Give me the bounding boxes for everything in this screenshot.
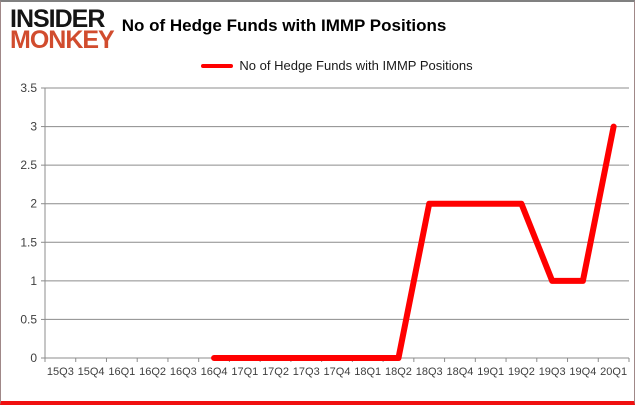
logo-insider-text: INSIDER [10, 5, 105, 33]
insider-monkey-logo: INSIDER MONKEY [10, 5, 115, 54]
svg-text:18Q2: 18Q2 [385, 366, 412, 378]
chart-legend: No of Hedge Funds with IMMP Positions [45, 58, 629, 73]
svg-text:15Q3: 15Q3 [47, 366, 74, 378]
svg-text:3.5: 3.5 [20, 81, 37, 95]
svg-text:16Q4: 16Q4 [201, 366, 228, 378]
svg-text:20Q1: 20Q1 [600, 366, 627, 378]
svg-text:1: 1 [30, 274, 37, 288]
svg-text:19Q2: 19Q2 [508, 366, 535, 378]
chart-header: INSIDER MONKEY No of Hedge Funds with IM… [10, 5, 447, 54]
svg-text:0.5: 0.5 [20, 312, 37, 326]
svg-text:1.5: 1.5 [20, 235, 37, 249]
svg-text:3: 3 [30, 120, 37, 134]
gridlines [41, 87, 629, 359]
svg-text:18Q1: 18Q1 [354, 366, 381, 378]
axes [44, 88, 630, 362]
x-axis-labels: 15Q3 15Q4 16Q1 16Q2 16Q3 16Q4 17Q1 17Q2 17Q3 17Q4… [47, 366, 627, 378]
svg-text:16Q1: 16Q1 [108, 366, 135, 378]
svg-text:18Q4: 18Q4 [446, 366, 473, 378]
svg-text:2.5: 2.5 [20, 158, 37, 172]
y-axis-labels: 0 0.5 1 1.5 2 2.5 3 3.5 [20, 81, 37, 365]
svg-text:19Q1: 19Q1 [477, 366, 504, 378]
svg-text:19Q3: 19Q3 [539, 366, 566, 378]
svg-text:17Q2: 17Q2 [262, 366, 289, 378]
svg-text:2: 2 [30, 197, 37, 211]
svg-text:18Q3: 18Q3 [416, 366, 443, 378]
legend-line-marker [201, 63, 234, 68]
svg-text:17Q1: 17Q1 [231, 366, 258, 378]
svg-text:16Q3: 16Q3 [170, 366, 197, 378]
svg-text:0: 0 [30, 351, 37, 365]
svg-text:16Q2: 16Q2 [139, 366, 166, 378]
svg-text:15Q4: 15Q4 [78, 366, 105, 378]
logo-monkey-text: MONKEY [10, 25, 115, 54]
chart-title: No of Hedge Funds with IMMP Positions [121, 16, 447, 35]
svg-text:17Q3: 17Q3 [293, 366, 320, 378]
series-line [211, 123, 617, 361]
svg-text:19Q4: 19Q4 [569, 366, 596, 378]
legend-label: No of Hedge Funds with IMMP Positions [239, 58, 473, 73]
svg-text:17Q4: 17Q4 [324, 366, 351, 378]
